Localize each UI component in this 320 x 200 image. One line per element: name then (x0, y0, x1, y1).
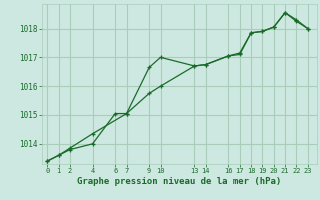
X-axis label: Graphe pression niveau de la mer (hPa): Graphe pression niveau de la mer (hPa) (77, 177, 281, 186)
